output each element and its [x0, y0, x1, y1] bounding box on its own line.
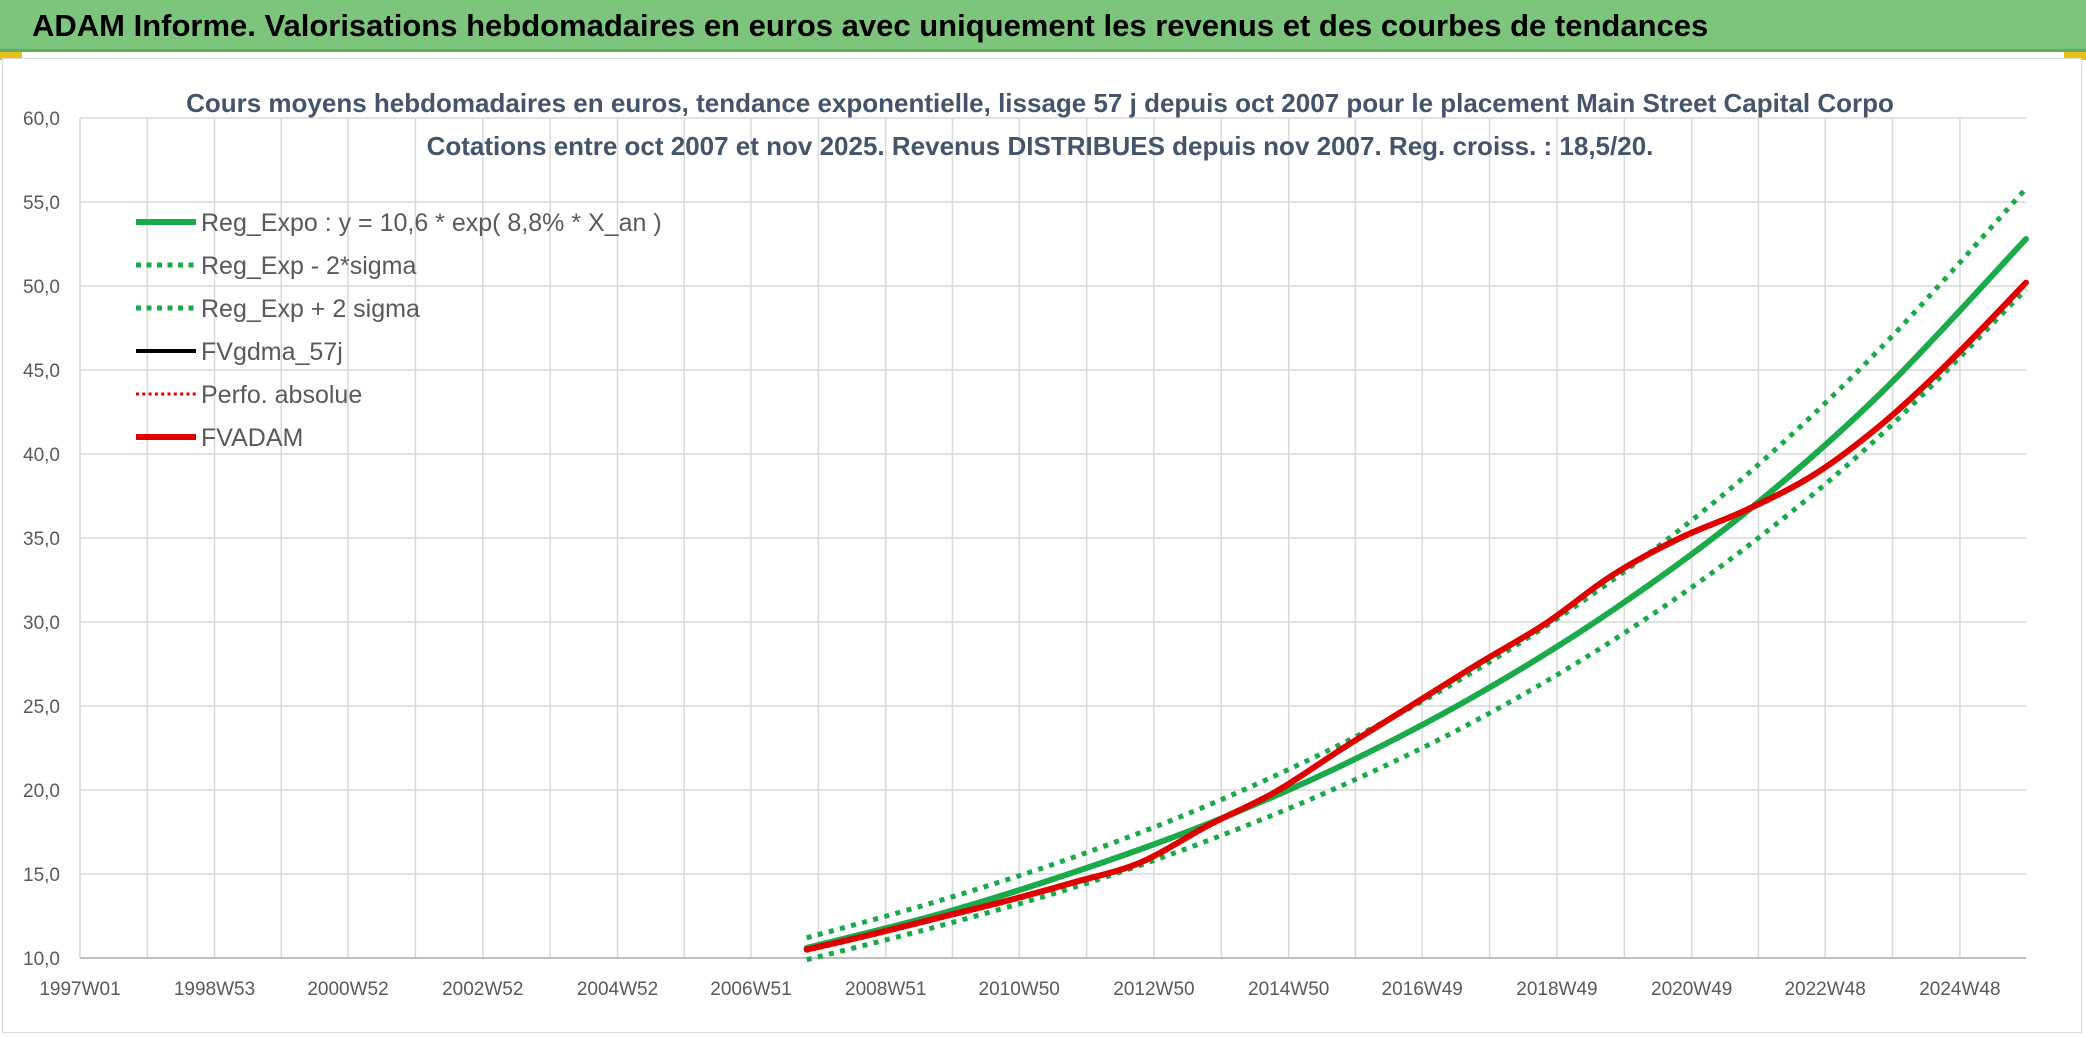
series-line [806, 186, 2028, 941]
series-line [804, 280, 2028, 952]
x-tick-label: 2016W49 [1382, 979, 1463, 1000]
y-tick-label: 15,0 [23, 865, 60, 886]
chart-subtitle: Cotations entre oct 2007 et nov 2025. Re… [427, 131, 1654, 161]
legend-label: FVgdma_57j [201, 338, 343, 366]
y-tick-label: 10,0 [23, 949, 60, 970]
series-line [803, 279, 2029, 953]
y-tick-label: 25,0 [23, 697, 60, 718]
y-tick-label: 40,0 [23, 445, 60, 466]
y-tick-label: 55,0 [23, 193, 60, 214]
x-tick-label: 2012W50 [1113, 979, 1194, 1000]
y-tick-label: 20,0 [23, 781, 60, 802]
x-tick-label: 2006W51 [710, 979, 791, 1000]
x-tick-label: 2014W50 [1248, 979, 1329, 1000]
legend-label: Reg_Expo : y = 10,6 * exp( 8,8% * X_an ) [201, 209, 662, 237]
series-lines [803, 186, 2029, 963]
legend-label: Reg_Exp + 2 sigma [201, 295, 420, 323]
gridlines [79, 117, 2026, 959]
x-tick-label: 1998W53 [174, 979, 255, 1000]
x-tick-label: 2010W50 [979, 979, 1060, 1000]
y-axis-ticks: 10,0 15,0 20,0 25,0 30,0 35,0 40,0 45,0 50,0 55,0… [23, 109, 60, 970]
series-line [806, 283, 2028, 953]
y-tick-label: 30,0 [23, 613, 60, 634]
legend-label: Reg_Exp - 2*sigma [201, 252, 416, 280]
x-tick-label: 2008W51 [845, 979, 926, 1000]
legend-label: FVADAM [201, 424, 303, 452]
x-tick-label: 1997W01 [39, 979, 120, 1000]
x-axis-ticks: 1997W01 1998W53 2000W52 2002W52 2004W52 2006W… [39, 979, 2000, 1000]
y-tick-label: 45,0 [23, 361, 60, 382]
x-tick-label: 2002W52 [442, 979, 523, 1000]
corner-marker [2064, 52, 2086, 60]
legend-label: Perfo. absolue [201, 381, 362, 409]
report-banner: ADAM Informe. Valorisations hebdomadaire… [0, 0, 2086, 52]
x-tick-label: 2020W49 [1651, 979, 1732, 1000]
x-tick-label: 2004W52 [577, 979, 658, 1000]
x-tick-label: 2018W49 [1516, 979, 1597, 1000]
series-line [803, 236, 2029, 951]
chart-title: Cours moyens hebdomadaires en euros, ten… [186, 88, 1894, 118]
y-tick-label: 50,0 [23, 277, 60, 298]
x-tick-label: 2000W52 [307, 979, 388, 1000]
x-tick-label: 2024W48 [1919, 979, 2000, 1000]
x-tick-label: 2022W48 [1784, 979, 1865, 1000]
report-title: ADAM Informe. Valorisations hebdomadaire… [32, 8, 1709, 43]
y-tick-label: 35,0 [23, 529, 60, 550]
y-tick-label: 60,0 [23, 109, 60, 130]
corner-marker [0, 52, 22, 60]
series-line [806, 287, 2028, 963]
chart-legend: Reg_Expo : y = 10,6 * exp( 8,8% * X_an )… [136, 209, 662, 452]
